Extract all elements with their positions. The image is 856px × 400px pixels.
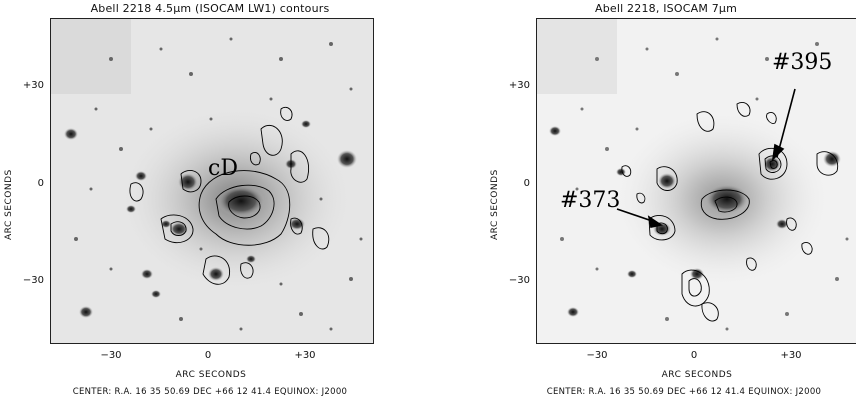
- left-center-coordinates: CENTER: R.A. 16 35 50.69 DEC +66 12 41.4…: [30, 387, 390, 397]
- left-panel: Abell 2218 4.5μm (ISOCAM LW1) contours: [0, 0, 420, 400]
- left-ytick-0: 0: [14, 178, 44, 189]
- left-ytick-minus30: −30: [14, 275, 44, 286]
- right-ytick-0: 0: [500, 178, 530, 189]
- left-ytick-plus30: +30: [14, 80, 44, 91]
- right-ytick-plus30: +30: [500, 80, 530, 91]
- left-image-frame: [50, 18, 374, 344]
- right-xtick-plus30: +30: [771, 350, 811, 361]
- left-panel-title: Abell 2218 4.5μm (ISOCAM LW1) contours: [0, 2, 420, 15]
- source-373-label: #373: [560, 188, 620, 213]
- left-xtick-plus30: +30: [285, 350, 325, 361]
- right-y-axis-label: ARC SECONDS: [490, 169, 500, 240]
- right-panel-title: Abell 2218, ISOCAM 7μm: [476, 2, 856, 15]
- left-y-axis-label: ARC SECONDS: [4, 169, 14, 240]
- cd-galaxy-label: cD: [208, 156, 238, 181]
- right-x-axis-label: ARC SECONDS: [536, 370, 856, 380]
- right-panel: Abell 2218, ISOCAM 7μm: [436, 0, 856, 400]
- right-xtick-0: 0: [674, 350, 714, 361]
- left-x-axis-label: ARC SECONDS: [50, 370, 372, 380]
- left-xtick-0: 0: [188, 350, 228, 361]
- right-ytick-minus30: −30: [500, 275, 530, 286]
- right-center-coordinates: CENTER: R.A. 16 35 50.69 DEC +66 12 41.4…: [512, 387, 856, 397]
- source-395-label: #395: [772, 50, 832, 75]
- left-xtick-minus30: −30: [91, 350, 131, 361]
- left-galaxy-image: [51, 19, 373, 343]
- right-xtick-minus30: −30: [577, 350, 617, 361]
